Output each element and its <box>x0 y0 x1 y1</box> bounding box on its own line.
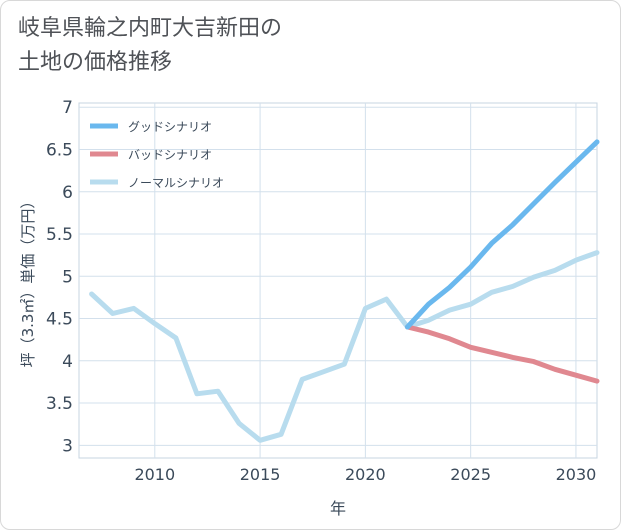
chart-series <box>89 139 600 443</box>
y-tick-label: 6.5 <box>46 140 73 160</box>
y-tick-label: 7 <box>62 98 73 118</box>
legend-label-2: ノーマルシナリオ <box>128 176 224 190</box>
y-tick-label: 4.5 <box>46 310 73 330</box>
y-tick-label: 3 <box>62 436 73 456</box>
x-tick-label: 2020 <box>345 465 386 484</box>
x-tick-label: 2015 <box>240 465 281 484</box>
x-tick-label: 2030 <box>556 465 597 484</box>
y-tick-label: 5.5 <box>46 225 73 245</box>
x-axis-label: 年 <box>330 499 346 518</box>
x-tick-label: 2010 <box>134 465 175 484</box>
x-tick-label: 2025 <box>450 465 491 484</box>
series-line-2 <box>89 250 600 443</box>
legend-label-0: グッドシナリオ <box>128 120 212 134</box>
chart-title-line1: 岐阜県輪之内町大吉新田の <box>18 16 283 41</box>
chart-title: 岐阜県輪之内町大吉新田の 土地の価格推移 <box>18 12 358 80</box>
chart-title-line2: 土地の価格推移 <box>18 50 173 75</box>
series-line-0 <box>405 139 600 330</box>
y-tick-label: 4 <box>62 352 73 372</box>
chart-grid <box>78 102 598 459</box>
y-tick-label: 3.5 <box>46 394 73 414</box>
plot-frame <box>78 102 598 459</box>
chart-axes: 3 3.5 4 4.5 5 5.5 6 6.5 7 2010 2015 2020 2025 2030 <box>46 98 596 484</box>
y-axis-label: 坪（3.3㎡）単価（万円） <box>19 194 37 368</box>
y-tick-label: 5 <box>62 267 73 287</box>
y-tick-label: 6 <box>62 183 73 203</box>
legend-label-1: バッドシナリオ <box>128 148 212 162</box>
series-line-1 <box>405 324 600 384</box>
